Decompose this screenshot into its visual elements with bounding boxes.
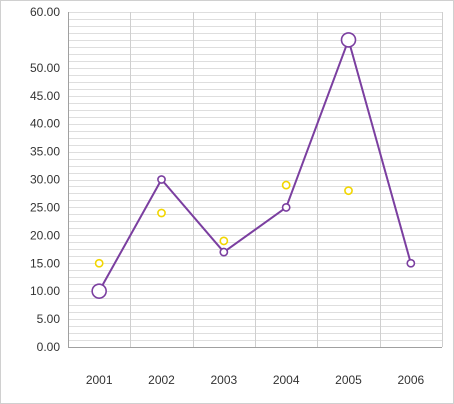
gridlines bbox=[68, 12, 443, 348]
y-tick-label: 50.00 bbox=[30, 61, 60, 75]
series-line bbox=[98, 38, 412, 292]
x-tick-label: 2004 bbox=[273, 373, 300, 387]
data-point-primary bbox=[219, 247, 229, 257]
y-tick-label: 60.00 bbox=[30, 5, 60, 19]
y-axis-tick-labels: 0.00 5.00 10.00 15.00 20.00 25.00 30.00 35.00 40… bbox=[30, 5, 60, 354]
y-tick-label: 15.00 bbox=[30, 256, 60, 270]
data-point-primary bbox=[340, 32, 357, 48]
series-marks bbox=[91, 32, 416, 299]
x-tick-label: 2005 bbox=[335, 373, 362, 387]
y-tick-label: 35.00 bbox=[30, 145, 60, 159]
x-tick-label: 2002 bbox=[148, 373, 175, 387]
data-point-secondary bbox=[219, 236, 229, 246]
data-point-secondary bbox=[344, 186, 353, 196]
x-tick-label: 2006 bbox=[397, 373, 424, 387]
data-point-primary bbox=[157, 175, 166, 184]
y-tick-label: 10.00 bbox=[30, 284, 60, 298]
data-point-primary bbox=[91, 283, 107, 299]
x-axis-tick-labels: 2001 2002 2003 2004 2005 2006 bbox=[86, 373, 425, 387]
y-tick-label: 20.00 bbox=[30, 228, 60, 242]
data-point-secondary bbox=[281, 180, 291, 190]
y-tick-label: 0.00 bbox=[37, 340, 61, 354]
y-tick-label: 25.00 bbox=[30, 200, 60, 214]
y-tick-label: 40.00 bbox=[30, 117, 60, 131]
data-point-secondary bbox=[94, 258, 104, 268]
y-tick-label: 30.00 bbox=[30, 173, 60, 187]
data-point-primary bbox=[406, 258, 416, 268]
y-tick-label: 45.00 bbox=[30, 89, 60, 103]
y-tick-label: 5.00 bbox=[37, 312, 61, 326]
data-point-secondary bbox=[157, 208, 166, 218]
x-tick-label: 2001 bbox=[86, 373, 113, 387]
data-point-primary bbox=[281, 203, 291, 212]
axes bbox=[68, 12, 442, 348]
x-tick-label: 2003 bbox=[210, 373, 237, 387]
